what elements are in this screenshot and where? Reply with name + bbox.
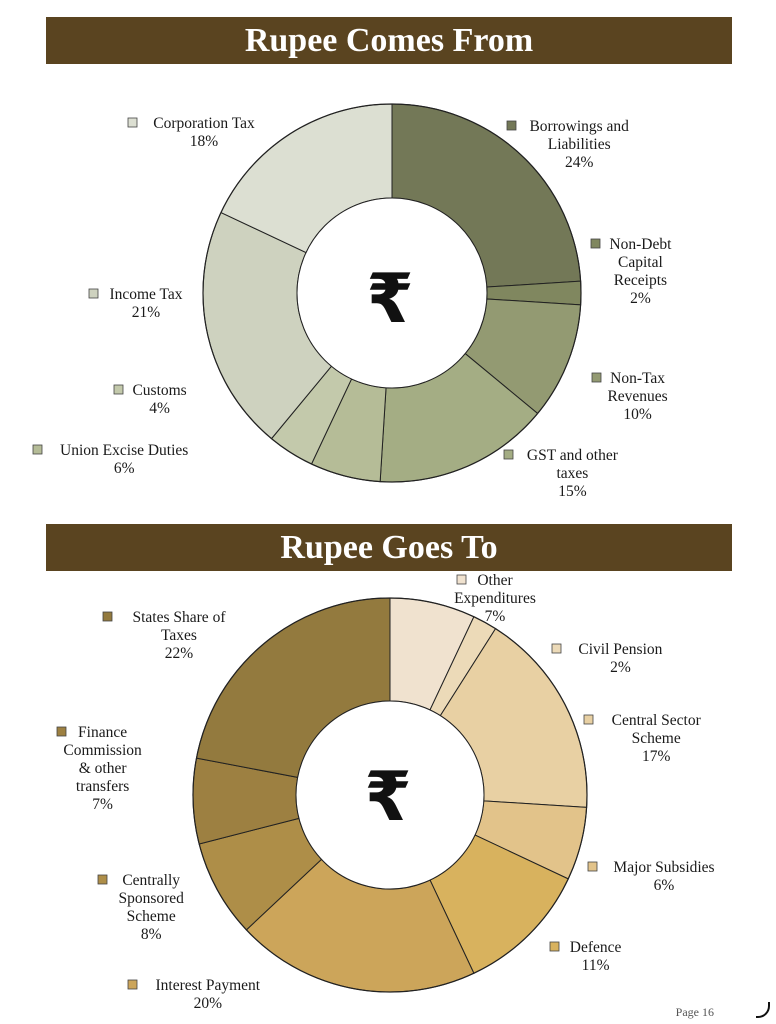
legend-label: GST and other [527,447,619,464]
legend-value: 10% [623,406,652,423]
legend-value: 18% [190,133,219,150]
legend-swatch [551,643,562,654]
legend-label: Defence [570,939,622,956]
legend-label: Sponsored [118,890,184,907]
legend-value: 6% [654,877,675,894]
legend-value: 20% [194,995,223,1012]
legend-value: 4% [149,400,170,417]
rupee-symbol: ₹ [364,758,411,837]
legend-label: Union Excise Duties [60,442,188,459]
legend-swatch [583,714,594,725]
legend-value: 11% [582,957,610,974]
rupee-symbol: ₹ [366,260,413,339]
legend-label: & other [79,760,128,777]
legend-label: Centrally [122,872,180,889]
page-number: Page 16 [676,1005,714,1020]
legend-label: Scheme [632,730,681,747]
donut-rim [192,597,588,993]
legend-label: Major Subsidies [613,859,714,876]
legend-label: Corporation Tax [153,115,255,132]
legend-value: 7% [92,796,113,813]
expenditure-title-banner: Rupee Goes To [46,524,732,571]
legend-value: 21% [132,304,161,321]
legend-label: States Share of [133,609,227,626]
legend-label: Taxes [161,627,197,644]
legend-value: 2% [610,659,631,676]
donut-hole [296,197,488,389]
legend-swatch [503,449,514,460]
income-title-banner: Rupee Comes From [46,17,732,64]
legend-label: Customs [132,382,186,399]
legend-label: Revenues [607,388,667,405]
legend-label: Borrowings and [529,118,629,135]
legend-value: 7% [485,608,506,625]
legend-value: 22% [165,645,194,662]
legend-value: 2% [630,290,651,307]
legend-label: Scheme [127,908,176,925]
legend-label: Receipts [614,272,667,289]
legend-label: Other [477,572,513,589]
legend-value: 6% [114,460,135,477]
legend-label: Finance [78,724,127,741]
legend-swatch [456,574,467,585]
legend-swatch [97,874,108,885]
legend-label: Capital [618,254,663,271]
donut-rim [202,103,582,483]
legend-swatch [127,117,138,128]
legend-swatch [590,238,601,249]
legend-label: Interest Payment [155,977,260,994]
legend-swatch [113,384,124,395]
legend-value: 17% [642,748,671,765]
legend-label: Civil Pension [578,641,662,658]
legend-label: Central Sector [612,712,702,729]
legend-swatch [102,611,113,622]
legend-swatch [127,979,138,990]
legend-swatch [506,120,517,131]
page-value: 16 [702,1005,714,1019]
legend-label: Income Tax [109,286,182,303]
legend-value: 15% [558,483,587,500]
legend-label: Non-Debt [609,236,672,253]
legend-label: Expenditures [454,590,536,607]
legend-label: Liabilities [548,136,611,153]
legend-swatch [549,941,560,952]
legend-value: 24% [565,154,594,171]
legend-swatch [591,372,602,383]
legend-swatch [88,288,99,299]
legend-label: transfers [76,778,129,795]
legend-swatch [32,444,43,455]
donut-hole [295,700,485,890]
legend-swatch [587,861,598,872]
legend-swatch [56,726,67,737]
page-label: Page [675,1005,699,1019]
legend-label: taxes [556,465,588,482]
legend-value: 8% [141,926,162,943]
legend-label: Non-Tax [610,370,665,387]
legend-label: Commission [63,742,142,759]
